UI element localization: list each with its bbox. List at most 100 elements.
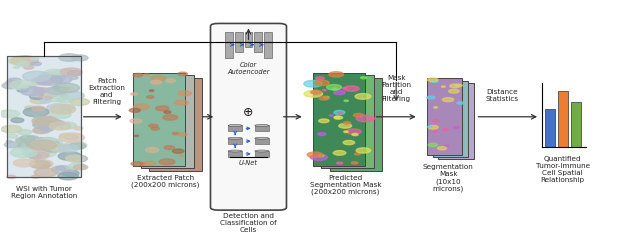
- Circle shape: [74, 127, 83, 130]
- Circle shape: [159, 159, 175, 165]
- Circle shape: [143, 161, 156, 165]
- FancyBboxPatch shape: [321, 75, 374, 168]
- FancyBboxPatch shape: [211, 24, 287, 210]
- Circle shape: [51, 76, 72, 84]
- Bar: [228, 125, 242, 131]
- Circle shape: [455, 84, 462, 87]
- Circle shape: [133, 73, 143, 77]
- Circle shape: [56, 148, 61, 150]
- Circle shape: [445, 145, 449, 147]
- Circle shape: [16, 138, 27, 142]
- FancyBboxPatch shape: [141, 75, 193, 168]
- Text: Extracted Patch
(200x200 microns): Extracted Patch (200x200 microns): [131, 175, 200, 188]
- Circle shape: [319, 119, 329, 123]
- Ellipse shape: [228, 137, 242, 139]
- Circle shape: [40, 127, 54, 131]
- Circle shape: [25, 106, 36, 110]
- Circle shape: [54, 83, 79, 93]
- Circle shape: [26, 141, 41, 147]
- Circle shape: [33, 120, 58, 129]
- Circle shape: [11, 118, 24, 123]
- Circle shape: [59, 133, 84, 142]
- Bar: [255, 138, 269, 144]
- Circle shape: [151, 75, 166, 81]
- Circle shape: [19, 136, 35, 141]
- Circle shape: [172, 149, 184, 153]
- Circle shape: [333, 151, 346, 155]
- Circle shape: [23, 107, 49, 117]
- Circle shape: [70, 98, 90, 105]
- Circle shape: [38, 80, 46, 83]
- Circle shape: [337, 162, 343, 164]
- Bar: [228, 138, 242, 144]
- Bar: [545, 109, 555, 147]
- Circle shape: [442, 147, 445, 148]
- Text: Quantified
Tumor-Immune
Cell Spatial
Relationship: Quantified Tumor-Immune Cell Spatial Rel…: [536, 156, 589, 183]
- Circle shape: [20, 87, 45, 96]
- Circle shape: [64, 135, 78, 140]
- Circle shape: [22, 71, 51, 81]
- Circle shape: [323, 96, 329, 99]
- Circle shape: [30, 97, 47, 104]
- Circle shape: [22, 148, 48, 157]
- Circle shape: [6, 140, 12, 143]
- Circle shape: [156, 106, 169, 111]
- Circle shape: [56, 167, 66, 170]
- Circle shape: [12, 56, 38, 65]
- Circle shape: [58, 172, 79, 180]
- Circle shape: [31, 175, 40, 178]
- Circle shape: [179, 155, 184, 157]
- Circle shape: [151, 127, 159, 130]
- Circle shape: [70, 76, 78, 79]
- Circle shape: [457, 102, 464, 104]
- Circle shape: [29, 154, 42, 159]
- Circle shape: [18, 130, 32, 135]
- Ellipse shape: [255, 150, 269, 152]
- Text: Color
Autoencoder: Color Autoencoder: [227, 62, 269, 75]
- Circle shape: [0, 110, 20, 118]
- Circle shape: [31, 139, 56, 148]
- Circle shape: [316, 77, 324, 80]
- Circle shape: [344, 100, 348, 102]
- Circle shape: [7, 78, 22, 83]
- Circle shape: [48, 141, 60, 145]
- Circle shape: [32, 116, 58, 125]
- Circle shape: [164, 146, 175, 149]
- Circle shape: [339, 124, 351, 128]
- Circle shape: [4, 142, 21, 148]
- Circle shape: [310, 154, 328, 160]
- Circle shape: [5, 80, 20, 86]
- Circle shape: [145, 147, 159, 152]
- FancyBboxPatch shape: [133, 73, 185, 166]
- Circle shape: [29, 94, 45, 99]
- Circle shape: [65, 141, 87, 149]
- Circle shape: [59, 54, 80, 61]
- Circle shape: [304, 90, 323, 97]
- Bar: [264, 32, 272, 58]
- Circle shape: [29, 161, 51, 168]
- Circle shape: [31, 62, 41, 65]
- Bar: [255, 125, 269, 131]
- Circle shape: [52, 86, 60, 89]
- Circle shape: [32, 106, 45, 111]
- Circle shape: [38, 72, 65, 82]
- Circle shape: [428, 126, 431, 127]
- Bar: [228, 151, 242, 157]
- Circle shape: [44, 69, 64, 77]
- Circle shape: [177, 72, 188, 76]
- Circle shape: [49, 111, 71, 119]
- Circle shape: [74, 165, 88, 170]
- Circle shape: [40, 116, 51, 120]
- Circle shape: [438, 147, 447, 150]
- Circle shape: [1, 125, 22, 133]
- Circle shape: [130, 119, 141, 123]
- Circle shape: [54, 69, 74, 76]
- Ellipse shape: [255, 137, 269, 139]
- Circle shape: [57, 97, 74, 103]
- Circle shape: [61, 170, 79, 176]
- Circle shape: [51, 166, 74, 174]
- Circle shape: [51, 120, 65, 125]
- Circle shape: [32, 141, 49, 147]
- Circle shape: [129, 108, 140, 112]
- Circle shape: [68, 143, 86, 149]
